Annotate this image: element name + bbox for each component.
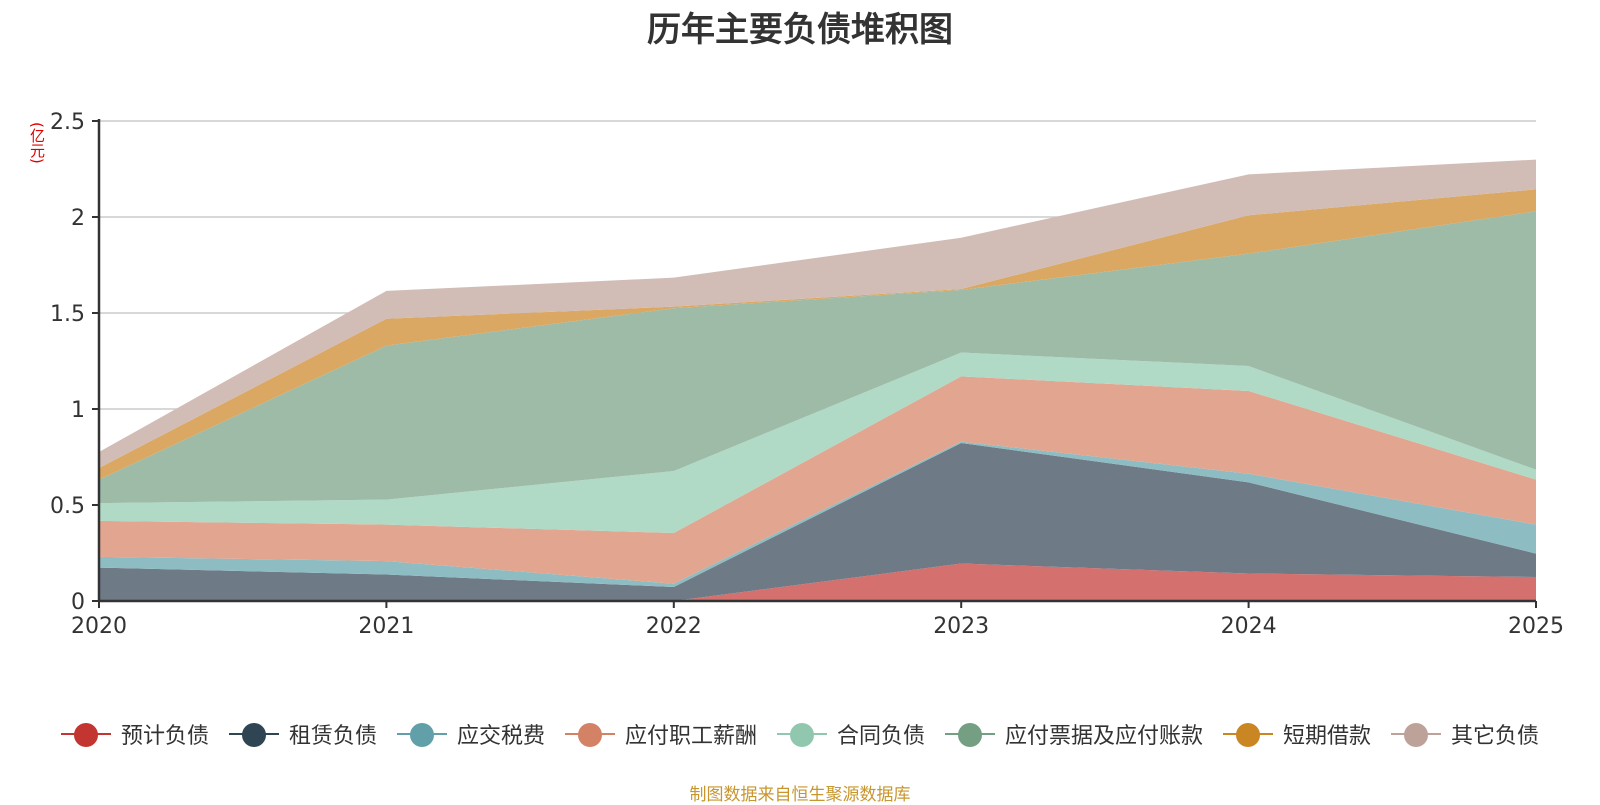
stacked-area-chart: 0 0.5 1 1.5 2 2.5 2020 2021 2022 2023 2024 2025: [50, 110, 1564, 639]
legend-marker-icon: [60, 722, 111, 747]
area-series: [99, 159, 1536, 601]
y-tick-label: 1: [71, 398, 85, 423]
legend-item[interactable]: 应付职工薪酬: [564, 718, 757, 750]
legend-marker-icon: [777, 722, 827, 747]
data-source-note: 制图数据来自恒生聚源数据库: [689, 785, 911, 805]
legend-marker-icon: [945, 722, 996, 747]
legend-item[interactable]: 租赁负债: [228, 718, 377, 750]
area-1[interactable]: [99, 442, 1536, 601]
legend-label: 预计负债: [120, 724, 209, 749]
legend-label: 应付职工薪酬: [624, 724, 757, 749]
area-7[interactable]: [99, 159, 1536, 468]
x-tick-label: 2025: [1508, 614, 1564, 639]
x-tick-label: 2021: [358, 614, 414, 639]
legend-marker-icon: [228, 722, 279, 747]
legend-label: 合同负债: [837, 724, 926, 749]
y-axis-unit-label: (亿元): [28, 122, 46, 164]
axes: [97, 119, 1536, 603]
y-tick-label: 2.5: [50, 110, 85, 135]
y-tick-label: 0: [71, 590, 85, 615]
x-tick-label: 2020: [71, 614, 127, 639]
area-0[interactable]: [99, 563, 1536, 601]
x-tick-label: 2022: [646, 614, 702, 639]
area-6[interactable]: [99, 189, 1536, 480]
legend-label: 其它负债: [1451, 724, 1540, 749]
x-axis-ticks: 2020 2021 2022 2023 2024 2025: [71, 601, 1564, 639]
chart-title: 历年主要负债堆积图: [647, 10, 953, 50]
legend-item[interactable]: 短期借款: [1223, 718, 1371, 750]
legend-item[interactable]: 应交税费: [396, 718, 545, 750]
legend-marker-icon: [564, 722, 615, 747]
legend-label: 短期借款: [1283, 724, 1372, 749]
legend-label: 租赁负债: [288, 724, 377, 749]
x-tick-label: 2023: [933, 614, 989, 639]
area-2[interactable]: [99, 441, 1536, 587]
legend-item[interactable]: 应付票据及应付账款: [945, 718, 1203, 750]
y-tick-label: 2: [71, 206, 85, 231]
y-tick-label: 1.5: [50, 302, 85, 327]
legend-label: 应交税费: [456, 724, 545, 749]
legend: 预计负债 租赁负债 应交税费 应付职工薪酬 合同负债 应付票据及应付账款 短期借款 其它负债: [0, 718, 1600, 750]
legend-marker-icon: [1223, 722, 1274, 747]
legend-marker-icon: [396, 722, 447, 747]
area-5[interactable]: [99, 211, 1536, 504]
y-axis-ticks: 0 0.5 1 1.5 2 2.5: [50, 110, 99, 615]
legend-item[interactable]: 其它负债: [1391, 718, 1539, 750]
legend-item[interactable]: 预计负债: [60, 718, 209, 750]
legend-label: 应付票据及应付账款: [1005, 724, 1204, 749]
y-tick-label: 0.5: [50, 494, 85, 519]
legend-item[interactable]: 合同负债: [777, 718, 925, 750]
legend-marker-icon: [1391, 722, 1442, 747]
x-tick-label: 2024: [1221, 614, 1277, 639]
area-4[interactable]: [99, 352, 1536, 534]
area-3[interactable]: [99, 376, 1536, 584]
